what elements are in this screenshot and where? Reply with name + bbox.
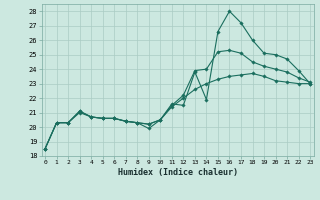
X-axis label: Humidex (Indice chaleur): Humidex (Indice chaleur) bbox=[118, 168, 237, 177]
